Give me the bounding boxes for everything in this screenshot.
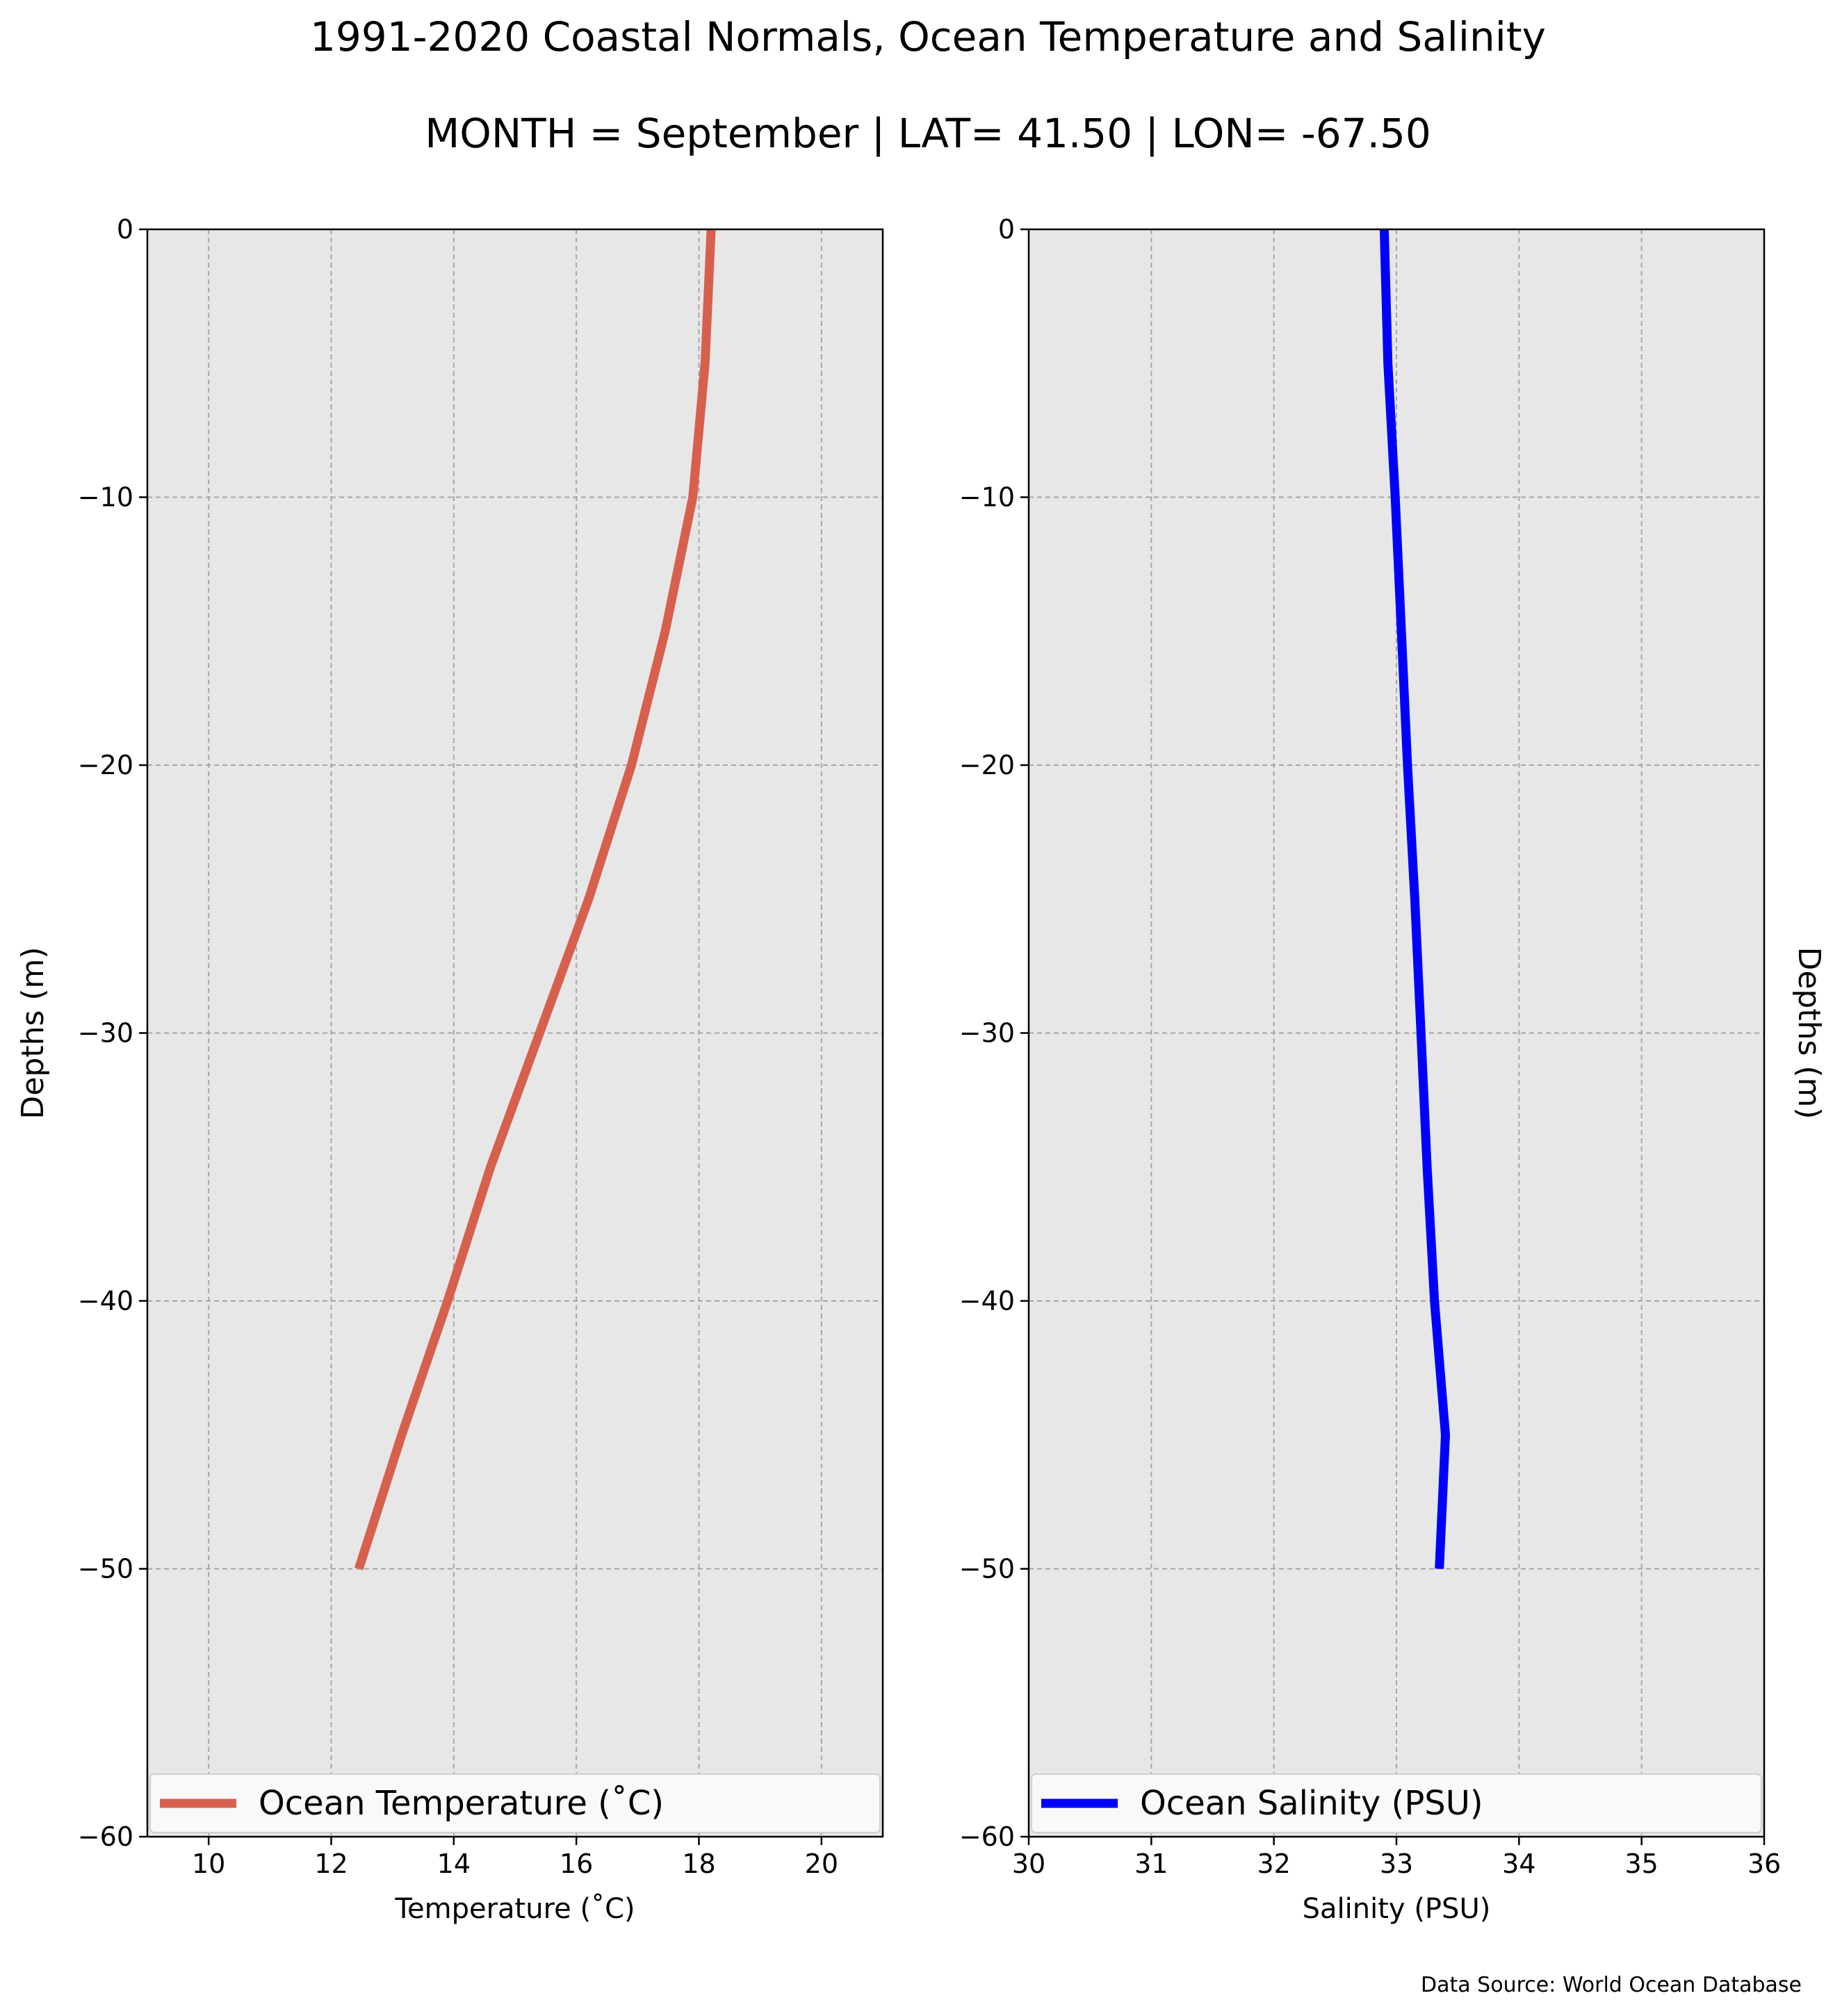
series-line	[354, 229, 716, 1571]
y-tick-label: −40	[959, 1286, 1015, 1316]
legend-label: Ocean Salinity (PSU)	[1140, 1784, 1483, 1823]
x-tick-label: 10	[192, 1849, 225, 1879]
y-tick-label: −20	[959, 750, 1015, 780]
x-tick-label: 34	[1502, 1849, 1535, 1879]
y-tick-label: −60	[959, 1821, 1015, 1852]
x-axis-label: Salinity (PSU)	[1303, 1893, 1491, 1925]
chart-subtitle: MONTH = September | LAT= 41.50 | LON= -6…	[425, 110, 1431, 157]
y-tick-label: −30	[959, 1018, 1015, 1049]
legend: Ocean Salinity (PSU)	[1031, 1773, 1762, 1833]
y-axis-label: Depths (m)	[1791, 946, 1827, 1119]
y-tick-label: 0	[998, 214, 1015, 245]
x-tick-label: 36	[1747, 1849, 1781, 1879]
y-tick-label: −60	[78, 1821, 133, 1852]
x-tick-label: 31	[1134, 1849, 1168, 1879]
x-tick-label: 20	[805, 1849, 838, 1879]
temperature-panel: 0 −10 −20 −30 −40 −50 −60 10 12 14 16 18 20 Temperatu…	[15, 214, 884, 1925]
y-tick-label: −50	[78, 1554, 133, 1584]
y-tick-label: −10	[959, 482, 1015, 513]
y-tick-label: −30	[78, 1018, 133, 1049]
y-tick-label: 0	[117, 214, 133, 245]
legend: Ocean Temperature (˚C)	[149, 1773, 881, 1833]
y-tick-label: −40	[78, 1286, 133, 1316]
x-axis-label: Temperature (˚C)	[394, 1893, 635, 1925]
series-line	[1379, 229, 1450, 1569]
x-tick-label: 35	[1624, 1849, 1658, 1879]
chart-title: 1991-2020 Coastal Normals, Ocean Tempera…	[310, 13, 1546, 60]
x-tick-label: 14	[437, 1849, 471, 1879]
y-tick-label: −10	[78, 482, 133, 513]
x-tick-label: 18	[682, 1849, 715, 1879]
y-tick-label: −50	[959, 1554, 1015, 1584]
legend-box	[149, 1773, 881, 1833]
y-tick-label: −20	[78, 750, 133, 780]
x-tick-label: 16	[560, 1849, 593, 1879]
x-tick-label: 33	[1380, 1849, 1413, 1879]
x-tick-label: 32	[1257, 1849, 1290, 1879]
y-axis-label: Depths (m)	[15, 946, 51, 1119]
legend-box	[1031, 1773, 1762, 1833]
data-source-note: Data Source: World Ocean Database	[1421, 1973, 1802, 1997]
x-tick-label: 30	[1012, 1849, 1045, 1879]
x-tick-label: 12	[314, 1849, 348, 1879]
legend-label: Ocean Temperature (˚C)	[259, 1784, 664, 1823]
